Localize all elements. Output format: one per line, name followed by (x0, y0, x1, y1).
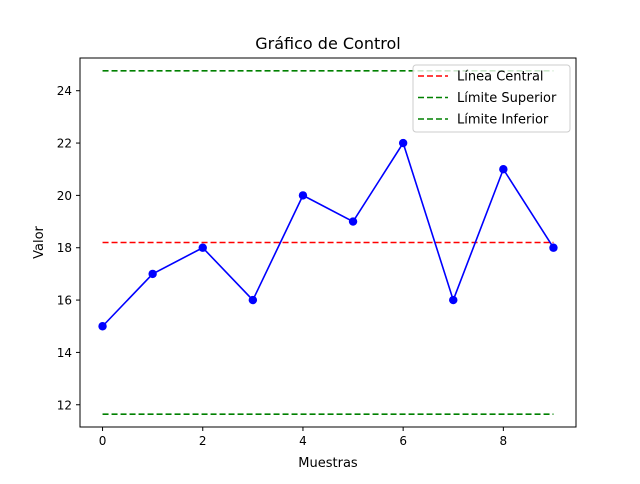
y-tick-label: 24 (57, 84, 72, 98)
data-point (398, 138, 408, 148)
legend: Línea Central Límite Superior Límite Infer… (412, 64, 571, 133)
x-tick-label: 2 (199, 434, 207, 448)
y-tick-label: 14 (57, 346, 72, 360)
legend-box (412, 64, 571, 133)
data-point (549, 243, 558, 252)
x-tick-label: 6 (399, 434, 407, 448)
plot-area-frame (79, 57, 577, 428)
y-tick-label: 20 (57, 189, 72, 203)
x-tick-label: 0 (99, 434, 107, 448)
legend-label-0: Línea Central (457, 70, 544, 85)
legend-label-2: Límite Inferior (457, 113, 549, 128)
y-axis: 12 14 16 18 20 22 24 (57, 84, 80, 412)
data-series (98, 138, 558, 331)
x-tick-label: 8 (500, 434, 508, 448)
y-axis-label: Valor (32, 225, 47, 258)
data-point (499, 165, 508, 174)
x-tick-label: 4 (299, 434, 307, 448)
data-point (98, 322, 107, 331)
data-point (298, 191, 308, 200)
reference-lines (102, 70, 554, 415)
data-point (348, 217, 358, 226)
y-tick-label: 16 (57, 294, 72, 308)
data-point (148, 269, 157, 279)
data-point (449, 295, 458, 305)
x-axis: 0 2 4 6 8 (99, 427, 507, 448)
series-line-0 (101, 141, 555, 327)
x-axis-label: Muestras (298, 456, 358, 471)
y-tick-label: 18 (57, 241, 72, 255)
chart-title: Gráfico de Control (255, 34, 400, 53)
data-point (248, 295, 258, 305)
y-tick-label: 12 (57, 398, 72, 412)
data-point (198, 243, 207, 252)
y-tick-label: 22 (57, 137, 72, 151)
legend-label-1: Límite Superior (457, 91, 557, 106)
